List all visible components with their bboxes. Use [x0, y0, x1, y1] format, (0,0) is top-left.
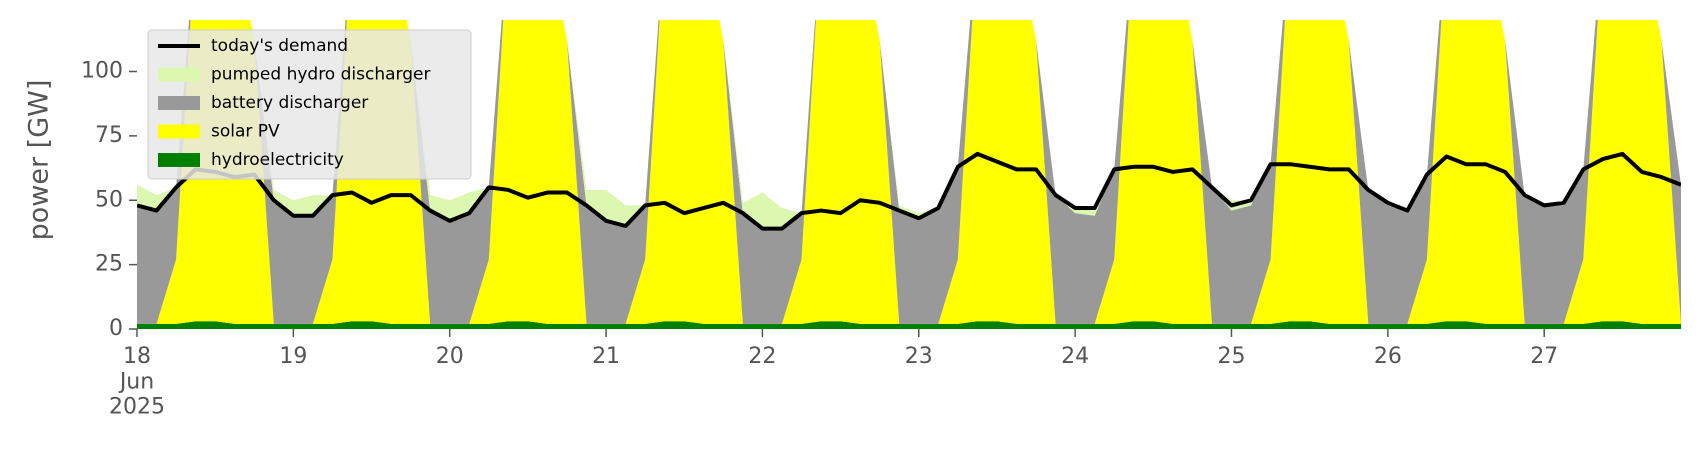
y-tick-label: 50: [95, 187, 123, 212]
legend-box: [147, 29, 472, 180]
x-tick-label: 23: [905, 344, 933, 369]
x-tick-label: 20: [436, 344, 464, 369]
legend-swatch: [158, 153, 200, 167]
legend-swatch: [158, 96, 200, 110]
area: [137, 20, 1681, 229]
y-tick-label: 25: [95, 252, 123, 277]
legend-swatch: [158, 124, 200, 139]
legend-label: today's demand: [211, 36, 348, 56]
x-tick-label: 18 Jun 2025: [109, 344, 165, 420]
x-tick-label: 26: [1374, 344, 1402, 369]
x-tick-label: 21: [592, 344, 620, 369]
area: [137, 20, 1681, 324]
y-tick-label: 0: [109, 316, 123, 341]
x-tick-label: 19: [279, 344, 307, 369]
y-tick-label: 75: [95, 123, 123, 148]
legend-label: hydroelectricity: [211, 150, 344, 170]
y-axis-label: power [GW]: [24, 80, 55, 241]
area: [137, 20, 1681, 324]
legend-swatch: [158, 67, 200, 82]
legend-label: pumped hydro discharger: [211, 65, 430, 85]
x-tick-label: 27: [1530, 344, 1558, 369]
plot-area: [137, 20, 1681, 329]
legend-label: battery discharger: [211, 93, 368, 113]
x-tick-label: 25: [1217, 344, 1245, 369]
x-tick-label: 22: [748, 344, 776, 369]
y-tick-label: 100: [81, 59, 123, 84]
legend-label: solar PV: [211, 122, 280, 142]
x-tick-label: 24: [1061, 344, 1089, 369]
area: [137, 321, 1681, 329]
demand-line: [137, 151, 1681, 231]
